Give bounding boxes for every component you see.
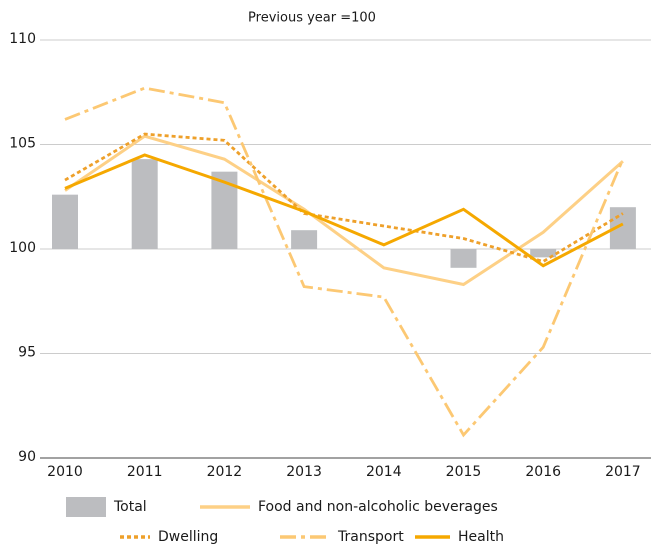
legend-label: Health bbox=[458, 529, 504, 545]
x-tick-label: 2011 bbox=[127, 464, 163, 480]
x-tick-label: 2012 bbox=[207, 464, 243, 480]
x-tick-label: 2013 bbox=[286, 464, 322, 480]
bar bbox=[131, 159, 158, 249]
line bbox=[64, 134, 624, 287]
chart-subtitle: Previous year =100 bbox=[248, 11, 376, 26]
bar bbox=[291, 230, 318, 249]
line bbox=[64, 132, 624, 264]
bar bbox=[530, 249, 557, 258]
y-tick-label: 105 bbox=[9, 136, 36, 152]
y-tick-label: 90 bbox=[18, 449, 36, 465]
legend-label: Dwelling bbox=[158, 529, 218, 545]
line bbox=[64, 153, 624, 268]
legend-label: Food and non-alcoholic beverages bbox=[258, 499, 498, 515]
legend-label: Transport bbox=[337, 529, 404, 545]
x-tick-label: 2010 bbox=[47, 464, 83, 480]
x-tick-label: 2017 bbox=[605, 464, 641, 480]
x-tick-label: 2016 bbox=[525, 464, 561, 480]
legend-swatch bbox=[66, 497, 106, 517]
y-tick-label: 95 bbox=[18, 345, 36, 361]
y-tick-label: 100 bbox=[9, 240, 36, 256]
legend-label: Total bbox=[113, 499, 147, 515]
y-tick-label: 110 bbox=[9, 31, 36, 47]
line bbox=[64, 86, 625, 438]
x-tick-label: 2015 bbox=[446, 464, 482, 480]
bar bbox=[52, 194, 78, 249]
bar bbox=[450, 249, 477, 268]
x-tick-label: 2014 bbox=[366, 464, 402, 480]
